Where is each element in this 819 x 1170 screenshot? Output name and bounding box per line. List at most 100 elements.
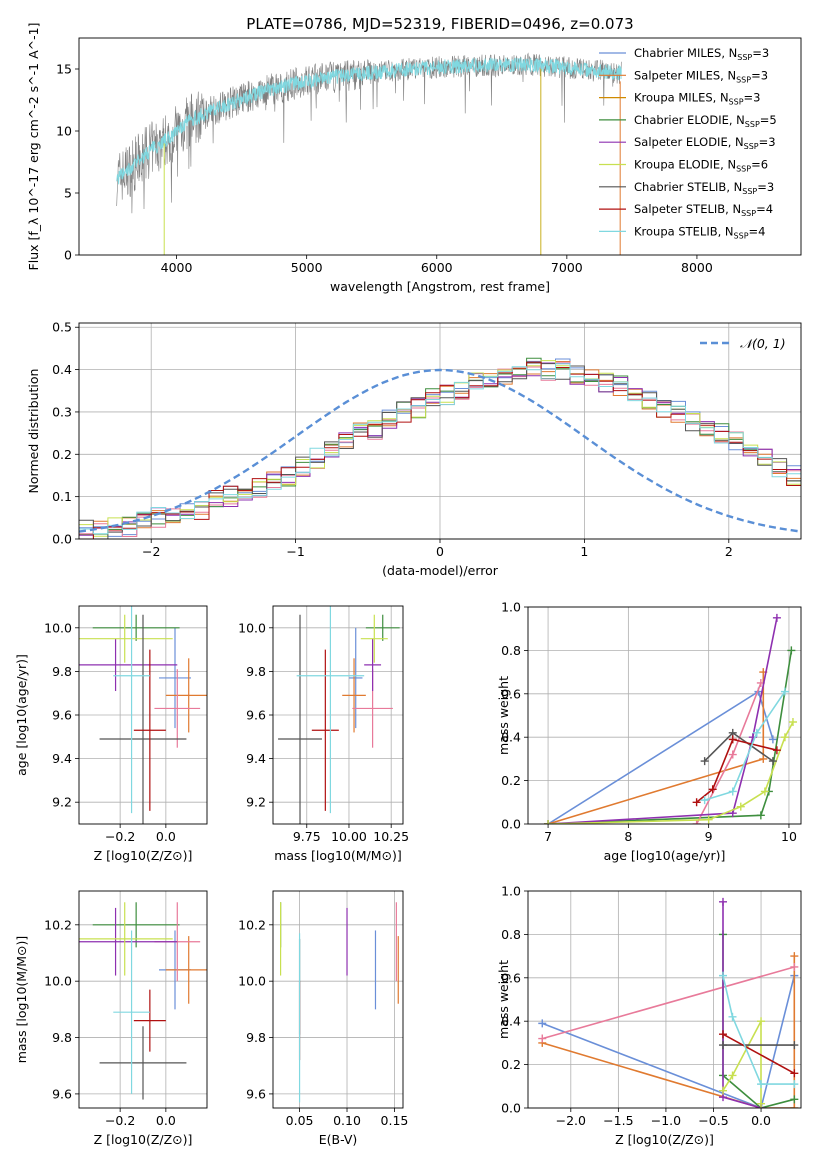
legend-label: Kroupa ELODIE, NSSP=6 — [634, 158, 768, 174]
series-point-salp_miles — [759, 754, 768, 763]
series-point-salp_elodie — [719, 897, 727, 906]
y-tick-label: 0.2 — [501, 773, 521, 788]
series-point-krou_miles — [787, 646, 796, 655]
y-tick-label: 0.2 — [52, 447, 72, 462]
y-tick-label: 0.1 — [52, 489, 72, 504]
x-tick-label: −2 — [142, 544, 160, 559]
y-tick-label: 10.2 — [238, 917, 266, 932]
series-point-chab_elodie — [692, 820, 701, 824]
y-tick-label: 0.8 — [501, 927, 521, 942]
series-point-krou_stelib — [728, 1012, 737, 1021]
series-point-krou_elodie — [704, 815, 713, 824]
y-tick-label: 10.2 — [44, 917, 72, 932]
y-tick-label: 15 — [56, 62, 72, 77]
legend-label: Kroupa STELIB, NSSP=4 — [634, 224, 765, 240]
x-axis-label: (data-model)/error — [382, 563, 499, 578]
x-tick-label: 0.0 — [156, 1113, 176, 1128]
axes-frame — [78, 890, 208, 1109]
y-tick-label: 0.4 — [501, 730, 521, 745]
series-point-chab_elodie — [728, 750, 737, 759]
y-axis-label: Normed distribution — [26, 369, 41, 494]
x-tick-label: 0.15 — [381, 1113, 409, 1128]
spectrum-panel: 4000 5000 6000 7000 8000 0 5 10 15 wavelength [An… — [26, 23, 802, 294]
x-axis-label: wavelength [Angstrom, rest frame] — [330, 279, 550, 294]
series-line-krou_stelib — [704, 691, 786, 801]
error-bars — [79, 902, 207, 1100]
y-tick-label: 0.3 — [52, 404, 72, 419]
axes-frame — [272, 605, 404, 825]
series-point-krou_stelib — [757, 1080, 766, 1089]
series-line-chab_miles — [542, 975, 796, 1108]
y-tick-label: 9.8 — [246, 1030, 266, 1045]
mass-weight-vs-metallicity-panel: −2.0 −1.5 −1.0 −0.5 0.0 0.0 0.2 0.4 0.6 0.8 1.0 Z [… — [496, 884, 802, 1147]
y-tick-label: 9.6 — [246, 708, 266, 723]
series-point-krou_stelib — [728, 787, 737, 796]
x-tick-label: −1.5 — [603, 1113, 633, 1128]
series-point-krou_elodie — [544, 820, 553, 824]
series-line-salp_stelib — [722, 1033, 795, 1075]
series-line-salp_stelib — [696, 738, 778, 803]
series-line-krou_miles — [548, 650, 793, 824]
x-tick-label: 9.75 — [293, 829, 321, 844]
series-line-krou_stelib — [722, 975, 795, 1085]
series-line-chab_miles — [547, 690, 774, 824]
age-vs-mass-panel: 9.75 10.00 10.25 9.2 9.4 9.6 9.8 10.0 mass [log1… — [238, 605, 409, 863]
x-tick-label: 10 — [781, 829, 797, 844]
y-tick-label: 0 — [64, 248, 72, 263]
series-point-krou_stelib — [790, 1080, 799, 1089]
x-tick-label: 7000 — [551, 260, 583, 275]
series-line-krou_elodie — [548, 721, 794, 824]
series-point-salp_stelib — [719, 1030, 727, 1039]
y-axis-label: mass weight — [496, 960, 511, 1039]
spectrum-lines — [116, 52, 622, 255]
series-point-krou_elodie — [719, 1086, 727, 1095]
y-tick-label: 10.0 — [238, 620, 266, 635]
x-tick-label: 10.00 — [331, 829, 367, 844]
x-tick-label: 6000 — [421, 260, 453, 275]
series-point-salp_stelib — [708, 785, 717, 794]
y-tick-label: 9.6 — [52, 1086, 72, 1101]
x-tick-label: 2 — [725, 544, 733, 559]
y-tick-label: 0.4 — [501, 1014, 521, 1029]
x-tick-label: −0.2 — [105, 1113, 135, 1128]
x-axis-label: E(B-V) — [319, 1132, 358, 1147]
y-axis-label: mass weight — [496, 676, 511, 755]
series-point-krou_stelib — [780, 687, 789, 696]
series-point-salp_miles — [790, 1104, 799, 1108]
series-point-salp_stelib — [728, 735, 737, 744]
axes-frame — [78, 37, 802, 256]
series-point-chab_elodie — [538, 1034, 547, 1043]
y-axis-label: age [log10(age/yr)] — [14, 654, 29, 776]
x-tick-label: −0.5 — [698, 1113, 728, 1128]
grid — [528, 890, 801, 1109]
x-tick-label: 1 — [580, 544, 588, 559]
y-tick-label: 9.4 — [52, 751, 72, 766]
legend-label: Salpeter MILES, NSSP=3 — [634, 68, 768, 84]
model-spectrum-line — [116, 57, 622, 185]
x-axis-label: Z [log10(Z/Z⊙)] — [615, 1132, 714, 1147]
series-point-krou_elodie — [757, 1017, 766, 1026]
x-tick-label: −0.2 — [105, 829, 135, 844]
x-tick-label: 7 — [544, 829, 552, 844]
mass-vs-metallicity-panel: −0.2 0.0 9.6 9.8 10.0 10.2 Z [log10(Z/Z⊙)] mass… — [14, 890, 208, 1147]
y-tick-label: 0.4 — [52, 362, 72, 377]
legend-label: Chabrier ELODIE, NSSP=5 — [634, 113, 777, 129]
y-tick-label: 9.6 — [52, 708, 72, 723]
figure-title: PLATE=0786, MJD=52319, FIBERID=0496, z=0… — [246, 15, 633, 33]
axes-frame — [272, 890, 404, 1109]
series-point-krou_elodie — [760, 787, 769, 796]
x-tick-label: 0.0 — [156, 829, 176, 844]
series-point-krou_stelib — [719, 971, 727, 980]
error-bars — [278, 606, 400, 824]
series-point-chab_stelib — [719, 1041, 727, 1050]
series-lines — [544, 613, 797, 824]
series-line-chab_elodie — [695, 682, 762, 824]
gaussian-reference-line — [79, 368, 801, 533]
x-tick-label: −1 — [286, 544, 304, 559]
legend-label: Chabrier STELIB, NSSP=3 — [634, 180, 774, 196]
residual-histogram-panel: −2 −1 0 1 2 0.0 0.1 0.2 0.3 0.4 0.5 (data-model)/er… — [26, 320, 802, 578]
x-axis-label: mass [log10(M/M⊙)] — [274, 848, 402, 863]
axes-frame — [527, 606, 802, 825]
grid — [273, 891, 403, 1108]
series-point-chab_elodie — [790, 962, 799, 971]
